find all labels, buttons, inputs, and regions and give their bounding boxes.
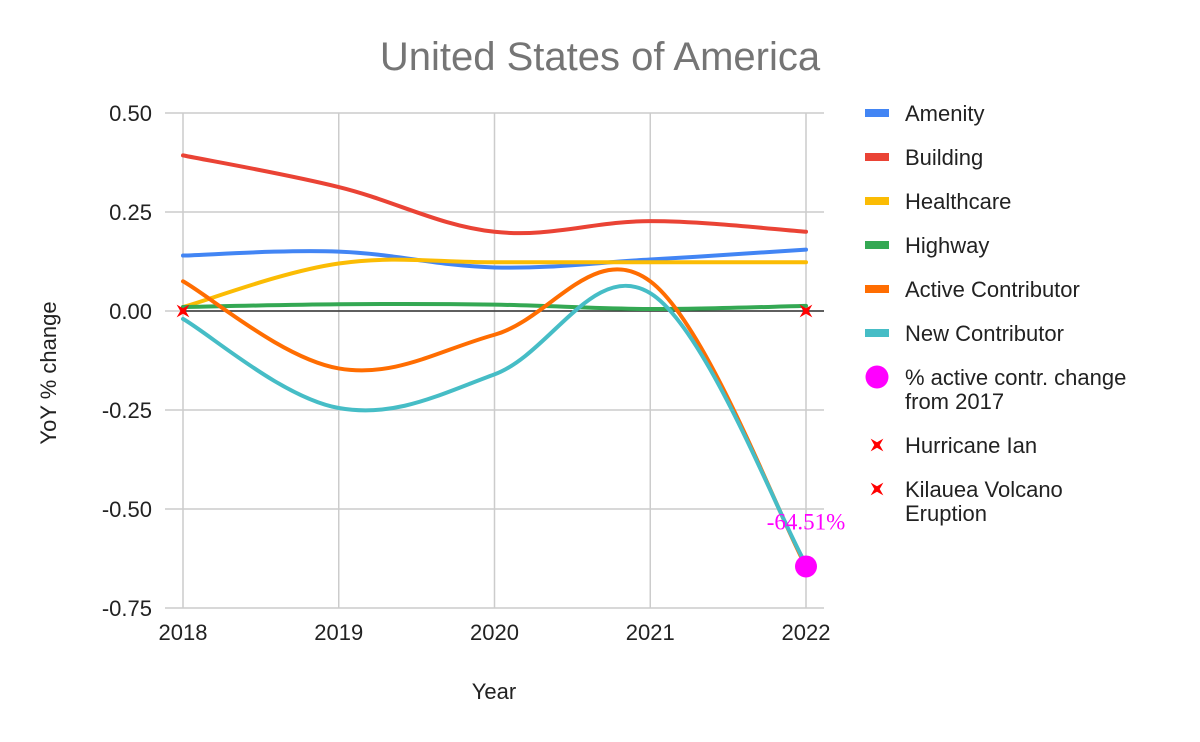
x-tick-label: 2019 [314, 620, 363, 645]
legend-swatch [865, 153, 889, 161]
legend-item-healthcare: Healthcare [865, 189, 1011, 214]
legend-label: Eruption [905, 501, 987, 526]
x-tick-label: 2018 [159, 620, 208, 645]
y-tick-label: -0.75 [102, 596, 152, 621]
marker--active-contr-change-from-2017 [795, 555, 817, 578]
data-label: -64.51% [767, 509, 846, 534]
legend-item-new-contributor: New Contributor [865, 321, 1064, 346]
grid-lines [165, 112, 824, 609]
chart-title: United States of America [380, 35, 821, 79]
y-tick-label: 0.50 [109, 101, 152, 126]
y-axis-title: YoY % change [36, 301, 61, 444]
series-lines [181, 153, 808, 569]
x-tick-label: 2021 [626, 620, 675, 645]
legend-swatch [870, 482, 884, 496]
legend-label: from 2017 [905, 389, 1004, 414]
x-axis-ticks: 2018 2019 2020 2021 2022 [159, 620, 831, 645]
legend-swatch [865, 285, 889, 293]
legend-label: Active Contributor [905, 277, 1080, 302]
series-line-highway [181, 301, 808, 312]
legend-label: % active contr. change [905, 365, 1126, 390]
x-tick-label: 2020 [470, 620, 519, 645]
legend-item-building: Building [865, 145, 983, 170]
legend-label: Hurricane Ian [905, 433, 1037, 458]
markers: -64.51% [176, 304, 846, 578]
legend-item-highway: Highway [865, 233, 989, 258]
y-axis-ticks: 0.50 0.25 0.00 -0.25 -0.50 -0.75 [102, 101, 152, 621]
y-tick-label: 0.00 [109, 299, 152, 324]
series-line-amenity [181, 247, 808, 270]
legend-label: Kilauea Volcano [905, 477, 1063, 502]
legend-label: Amenity [905, 101, 984, 126]
legend-swatch [865, 329, 889, 337]
y-tick-label: 0.25 [109, 200, 152, 225]
legend-swatch [865, 241, 889, 249]
legend-swatch [870, 438, 884, 452]
y-tick-label: -0.50 [102, 497, 152, 522]
legend-label: Healthcare [905, 189, 1011, 214]
legend-label: Building [905, 145, 983, 170]
marker-kilauea-volcano-eruption [176, 304, 190, 318]
legend-label: Highway [905, 233, 989, 258]
marker-hurricane-ian [799, 304, 813, 318]
legend-item-active-contributor: Active Contributor [865, 277, 1080, 302]
x-axis-title: Year [472, 679, 516, 704]
y-tick-label: -0.25 [102, 398, 152, 423]
legend-item-hurricane-ian: Hurricane Ian [870, 433, 1037, 458]
legend: Amenity Building Healthcare Highway Active C… [865, 101, 1126, 526]
series-line-building [181, 153, 808, 236]
legend-swatch [865, 197, 889, 205]
series-line-new-contributor [181, 283, 808, 567]
legend-label: New Contributor [905, 321, 1064, 346]
x-tick-label: 2022 [782, 620, 831, 645]
series-line-healthcare [181, 257, 808, 310]
legend-swatch [865, 109, 889, 117]
legend-swatch [865, 365, 889, 389]
legend-item-amenity: Amenity [865, 101, 984, 126]
